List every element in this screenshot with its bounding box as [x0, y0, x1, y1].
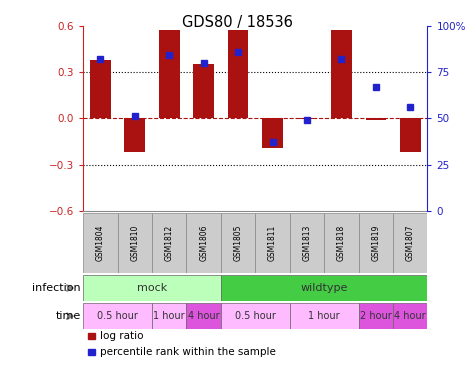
Text: 2 hour: 2 hour	[360, 311, 392, 321]
Bar	[365, 118, 386, 120]
Bar	[124, 118, 145, 152]
Text: infection: infection	[32, 283, 81, 293]
Bar	[186, 303, 221, 329]
Text: time: time	[56, 311, 81, 321]
Bar	[152, 213, 186, 273]
Bar	[118, 213, 152, 273]
Text: 4 hour: 4 hour	[188, 311, 219, 321]
Text: 4 hour: 4 hour	[394, 311, 426, 321]
Bar	[221, 275, 428, 301]
Text: log ratio: log ratio	[100, 331, 144, 341]
Text: mock: mock	[137, 283, 167, 293]
Bar	[393, 213, 428, 273]
Text: GSM1807: GSM1807	[406, 225, 415, 261]
Bar	[152, 303, 186, 329]
Bar	[262, 118, 283, 147]
Text: GSM1810: GSM1810	[130, 225, 139, 261]
Bar	[359, 303, 393, 329]
Text: percentile rank within the sample: percentile rank within the sample	[100, 347, 276, 357]
Bar	[290, 303, 359, 329]
Text: 1 hour: 1 hour	[308, 311, 340, 321]
Text: wildtype: wildtype	[301, 283, 348, 293]
Bar	[290, 213, 324, 273]
Text: GDS80 / 18536: GDS80 / 18536	[182, 15, 293, 30]
Bar	[331, 30, 352, 118]
Bar	[393, 303, 428, 329]
Text: GSM1806: GSM1806	[199, 225, 208, 261]
Text: 1 hour: 1 hour	[153, 311, 185, 321]
Bar	[193, 64, 214, 118]
Text: GSM1818: GSM1818	[337, 225, 346, 261]
Text: GSM1813: GSM1813	[303, 225, 312, 261]
Bar	[359, 213, 393, 273]
Bar	[221, 213, 256, 273]
Bar	[90, 60, 111, 118]
Bar	[159, 30, 180, 118]
Bar	[221, 303, 290, 329]
Bar	[400, 118, 420, 152]
Text: GSM1811: GSM1811	[268, 225, 277, 261]
Bar	[256, 213, 290, 273]
Bar	[83, 303, 152, 329]
Text: 0.5 hour: 0.5 hour	[235, 311, 276, 321]
Text: GSM1805: GSM1805	[234, 225, 243, 261]
Bar	[83, 213, 118, 273]
Bar	[186, 213, 221, 273]
Text: 0.5 hour: 0.5 hour	[97, 311, 138, 321]
Bar	[296, 118, 317, 119]
Bar	[83, 275, 221, 301]
Bar	[228, 30, 248, 118]
Text: GSM1819: GSM1819	[371, 225, 380, 261]
Text: GSM1812: GSM1812	[165, 225, 174, 261]
Bar	[324, 213, 359, 273]
Text: GSM1804: GSM1804	[96, 225, 105, 261]
